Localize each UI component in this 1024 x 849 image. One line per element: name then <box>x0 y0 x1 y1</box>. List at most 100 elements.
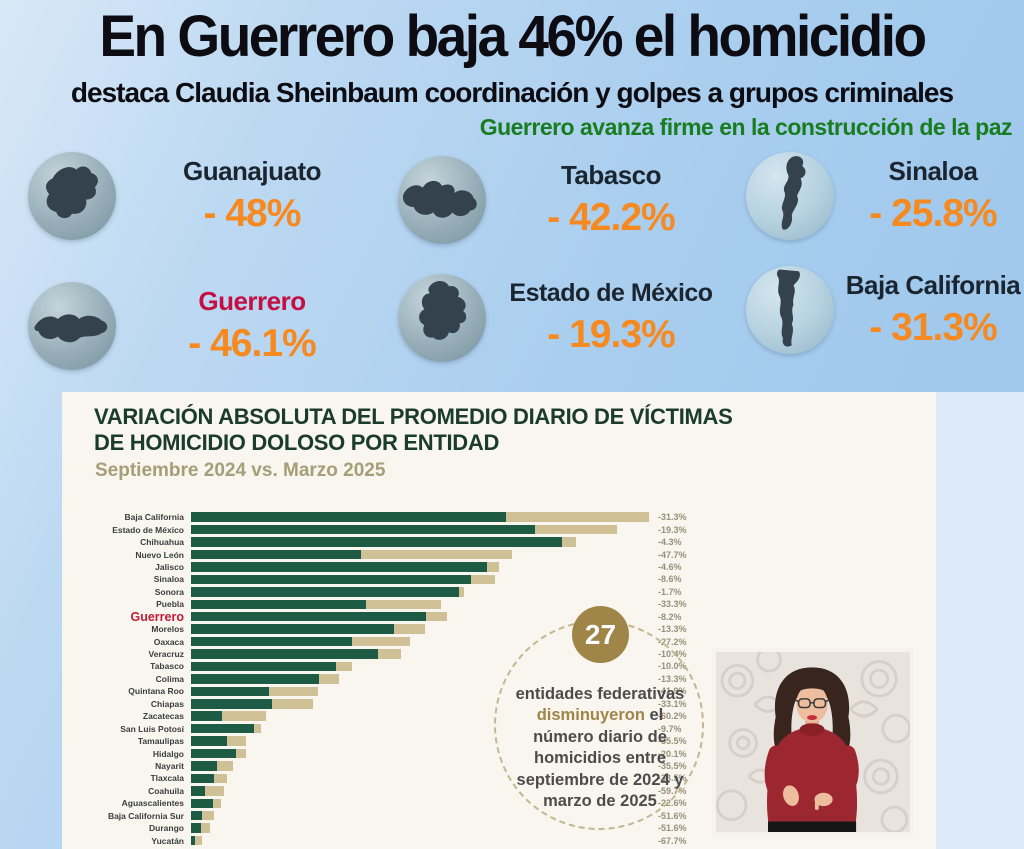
chart-row-value: -67.7% <box>658 835 687 846</box>
chart-bar <box>191 810 649 821</box>
bar-segment-green <box>191 748 236 759</box>
chart-bar <box>191 636 649 647</box>
bar-segment-green <box>191 599 366 610</box>
chart-row: Chihuahua -4.3% <box>62 536 936 548</box>
chart-bar <box>191 562 649 572</box>
state-change-value: - 48% <box>203 192 302 235</box>
bar-segment-tan <box>217 761 234 771</box>
bar-segment-green <box>191 611 426 622</box>
bar-segment-tan <box>195 835 202 846</box>
sign-language-interpreter-video <box>712 648 914 836</box>
chart-row: Baja California Sur -51.6% <box>62 810 936 822</box>
chart-bar <box>191 761 649 771</box>
bar-segment-tan <box>268 686 318 697</box>
chart-row-label: Chihuahua <box>140 537 184 548</box>
bar-segment-tan <box>201 823 210 833</box>
chart-row: Aguascalientes -22.6% <box>62 797 936 809</box>
bar-segment-green <box>191 823 202 833</box>
state-name: Guanajuato <box>182 156 322 186</box>
bar-segment-tan <box>212 798 222 809</box>
state-name: Estado de México <box>509 279 713 307</box>
chart-row-label: Aguascalientes <box>121 798 184 809</box>
chart-row: Morelos -13.3% <box>62 623 936 635</box>
bar-segment-tan <box>506 512 649 522</box>
chart-bar <box>191 786 649 796</box>
bar-segment-tan <box>425 611 448 622</box>
chart-row: Guerrero -8.2% <box>62 610 936 624</box>
bar-segment-tan <box>486 562 499 572</box>
bar-segment-green <box>191 686 269 697</box>
state-name: Baja California <box>845 270 1021 300</box>
state-name: Tabasco <box>560 160 662 190</box>
chart-row-value: -51.6% <box>658 810 687 821</box>
bar-segment-tan <box>360 549 513 560</box>
chart-bar <box>191 537 649 547</box>
estado-de-mexico-map-icon <box>398 274 486 362</box>
bar-segment-tan <box>222 711 267 721</box>
bar-segment-tan <box>227 736 246 746</box>
tagline-text: Guerrero avanza firme en la construcción… <box>479 114 1013 140</box>
chart-row: Baja California -31.3% <box>62 511 936 523</box>
chart-subtitle: Septiembre 2024 vs. Marzo 2025 <box>95 460 386 481</box>
sinaloa-map-icon <box>746 152 834 240</box>
chart-row-label: Quintana Roo <box>128 686 184 697</box>
chart-row-value: -8.6% <box>658 574 682 585</box>
bar-segment-green <box>191 761 218 771</box>
chart-row-value: -51.6% <box>658 823 687 834</box>
chart-panel: VARIACIÓN ABSOLUTA DEL PROMEDIO DIARIO D… <box>62 392 936 849</box>
chart-row-label: Jalisco <box>155 561 184 572</box>
state-badge-guanajuato: Guanajuato - 48% <box>28 152 380 240</box>
bar-segment-green <box>191 723 255 734</box>
bar-segment-green <box>191 661 337 672</box>
chart-bar <box>191 835 649 846</box>
chart-bar <box>191 723 649 734</box>
chart-row-value: -4.6% <box>658 561 682 572</box>
bar-segment-tan <box>377 649 402 659</box>
chart-row-label: Colima <box>155 673 184 684</box>
chart-bar <box>191 599 649 610</box>
chart-row: Nuevo León -47.7% <box>62 548 936 560</box>
bar-segment-green <box>191 798 213 809</box>
chart-row: Sonora -1.7% <box>62 586 936 598</box>
state-badge-tabasco: Tabasco - 42.2% <box>398 156 728 244</box>
chart-row-label: Nuevo León <box>135 549 184 560</box>
bar-segment-green <box>191 512 507 522</box>
chart-row-label: Sonora <box>154 586 184 597</box>
chart-bar <box>191 798 649 809</box>
bar-segment-tan <box>458 587 464 597</box>
main-headline: En Guerrero baja 46% el homicidio <box>99 3 927 69</box>
bar-segment-tan <box>254 723 262 734</box>
bar-segment-tan <box>235 748 246 759</box>
chart-row-label: Sinaloa <box>153 574 184 585</box>
chart-row-label: Tabasco <box>150 661 184 672</box>
bar-segment-green <box>191 736 228 746</box>
chart-row-label: Baja California Sur <box>107 810 184 821</box>
chart-title: VARIACIÓN ABSOLUTA DEL PROMEDIO DIARIO D… <box>94 404 733 455</box>
chart-row-value: -1.7% <box>658 586 682 597</box>
chart-bar <box>191 661 649 672</box>
chart-row-value: -19.3% <box>658 524 687 535</box>
chart-row-label: Estado de México <box>112 524 184 535</box>
chart-bar <box>191 686 649 697</box>
chart-row-label: Tlaxcala <box>150 773 184 784</box>
chart-row-label: Veracruz <box>148 649 184 660</box>
chart-bar <box>191 574 649 585</box>
bar-segment-tan <box>213 773 228 784</box>
bar-segment-green <box>191 562 487 572</box>
chart-bar <box>191 512 649 522</box>
chart-bar <box>191 649 649 659</box>
bar-segment-tan <box>470 574 496 585</box>
tabasco-map-icon <box>398 156 486 244</box>
state-change-value: - 46.1% <box>188 322 316 365</box>
bar-segment-green <box>191 587 459 597</box>
bar-segment-green <box>191 674 319 684</box>
bar-segment-green <box>191 574 471 585</box>
bar-segment-green <box>191 649 378 659</box>
chart-row-value: -47.7% <box>658 549 687 560</box>
chart-row-label: Oaxaca <box>153 636 184 647</box>
bar-segment-green <box>191 636 353 647</box>
bar-segment-tan <box>336 661 353 672</box>
chart-row: Estado de México -19.3% <box>62 523 936 535</box>
state-name: Guerrero <box>198 286 306 316</box>
state-change-value: - 31.3% <box>869 306 997 349</box>
